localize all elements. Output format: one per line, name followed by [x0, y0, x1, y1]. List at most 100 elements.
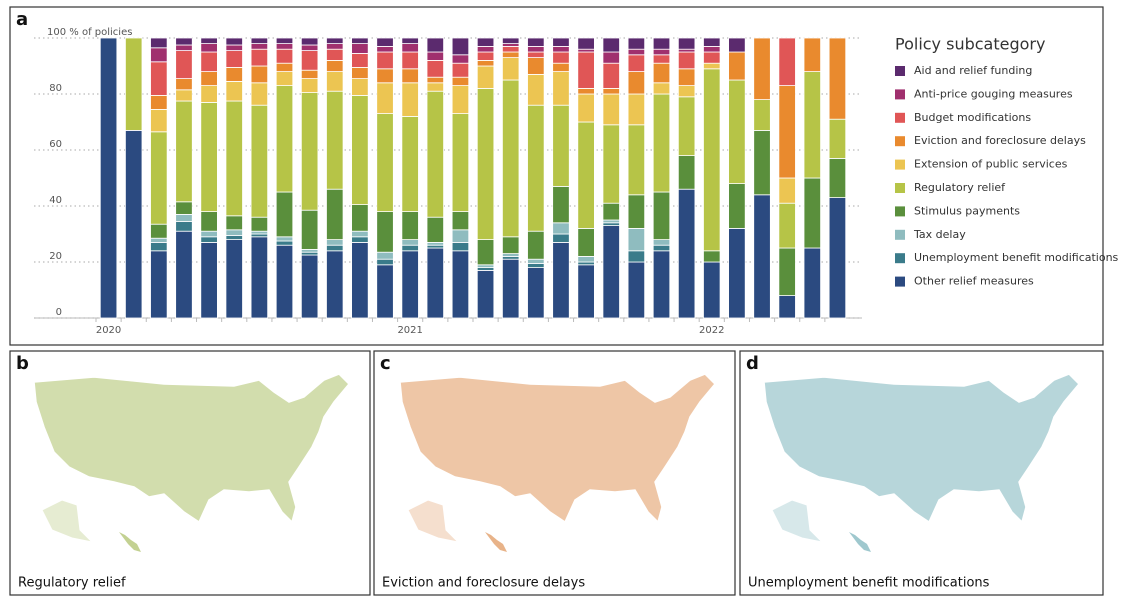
- us-map: [399, 373, 717, 552]
- bar-segment: [652, 93, 671, 193]
- bar-segment: [652, 48, 671, 56]
- bar-segment: [376, 251, 394, 260]
- panel-label: a: [16, 9, 28, 30]
- bar-segment: [552, 62, 570, 73]
- bar-segment: [577, 227, 595, 257]
- bar-segment: [225, 50, 243, 68]
- bar-segment: [275, 191, 294, 238]
- bar-segment: [502, 255, 520, 260]
- bar-segment: [376, 46, 394, 53]
- legend-label: Tax delay: [913, 228, 966, 241]
- bar-segment: [577, 261, 595, 266]
- bar-segment: [401, 211, 419, 241]
- bar-segment: [175, 220, 193, 232]
- bar-segment: [300, 50, 319, 71]
- bar-segment: [250, 230, 269, 235]
- bar-segment: [200, 43, 218, 53]
- bar-segment: [703, 250, 721, 263]
- bar-segment: [376, 82, 394, 115]
- bar-segment: [300, 44, 319, 51]
- bar-segment: [275, 240, 294, 246]
- bar-segment: [778, 85, 796, 179]
- bar-segment: [652, 37, 671, 50]
- bar-segment: [451, 62, 470, 78]
- bar-segment: [351, 53, 369, 68]
- bar-segment: [577, 51, 595, 89]
- bar-segment: [200, 71, 218, 86]
- bar-segment: [426, 76, 444, 84]
- bar-segment: [200, 236, 218, 243]
- bar-segment: [677, 155, 696, 190]
- bar-segment: [552, 104, 570, 187]
- bar-segment: [250, 104, 269, 218]
- bar-segment: [703, 46, 721, 53]
- bar-segment: [275, 71, 294, 86]
- bar-segment: [778, 295, 796, 319]
- bar-segment: [552, 222, 570, 235]
- x-tick-label: 2020: [96, 325, 121, 336]
- bar-segment: [577, 264, 595, 319]
- bar-segment: [677, 68, 696, 87]
- bar-segment: [200, 211, 218, 232]
- bar-segment: [527, 37, 545, 47]
- bar-segment: [476, 267, 495, 271]
- bar-segment: [652, 244, 671, 252]
- us-map: [33, 373, 351, 552]
- legend-swatch: [895, 159, 905, 170]
- legend-label: Extension of public services: [914, 158, 1068, 171]
- bar-segment: [627, 124, 646, 196]
- legend-label: Aid and relief funding: [914, 64, 1032, 77]
- y-tick-label: 60: [49, 139, 62, 150]
- bar-segment: [250, 65, 269, 84]
- bar-segment: [376, 258, 394, 266]
- bar-segment: [275, 236, 294, 242]
- bar-segment: [200, 102, 218, 212]
- bar-segment: [275, 37, 294, 44]
- bar-segment: [351, 204, 369, 232]
- bar-segment: [426, 90, 444, 218]
- bar-segment: [326, 60, 344, 73]
- legend-label: Stimulus payments: [914, 204, 1020, 217]
- bar-segment: [652, 191, 671, 240]
- bar-segment: [677, 37, 696, 50]
- bar-segment: [627, 37, 646, 50]
- bar-segment: [300, 251, 319, 256]
- bar-segment: [351, 95, 369, 205]
- bar-segment: [703, 62, 721, 70]
- bar-segment: [451, 250, 470, 319]
- bar-segment: [602, 62, 620, 89]
- bar-segment: [225, 234, 243, 240]
- bar-segment: [502, 43, 520, 47]
- bar-segment: [175, 100, 193, 203]
- bar-segment: [552, 233, 570, 243]
- bar-segment: [376, 211, 394, 253]
- bar-segment: [652, 54, 671, 64]
- legend-swatch: [895, 229, 905, 240]
- bar-segment: [602, 51, 620, 64]
- map-alaska: [407, 499, 460, 543]
- bar-segment: [602, 225, 620, 319]
- bar-segment: [803, 37, 821, 72]
- bar-segment: [476, 65, 495, 89]
- legend-swatch: [895, 206, 905, 217]
- map-caption: Eviction and foreclosure delays: [382, 576, 585, 591]
- panel-label: d: [746, 353, 759, 374]
- bar-segment: [351, 67, 369, 80]
- legend-swatch: [895, 89, 905, 100]
- bar-segment: [275, 244, 294, 319]
- legend-swatch: [895, 276, 905, 287]
- bar-segment: [577, 121, 595, 229]
- bar-segment: [250, 48, 269, 67]
- bar-segment: [703, 68, 721, 252]
- map-alaska: [41, 499, 94, 543]
- map-caption: Unemployment benefit modifications: [748, 576, 990, 591]
- bar-segment: [476, 88, 495, 240]
- bar-segment: [351, 37, 369, 44]
- bar-segment: [250, 216, 269, 232]
- bar-segment: [300, 209, 319, 250]
- bar-segment: [175, 201, 193, 215]
- bar-segment: [426, 247, 444, 319]
- bar-segment: [677, 51, 696, 70]
- bar-segment: [200, 37, 218, 44]
